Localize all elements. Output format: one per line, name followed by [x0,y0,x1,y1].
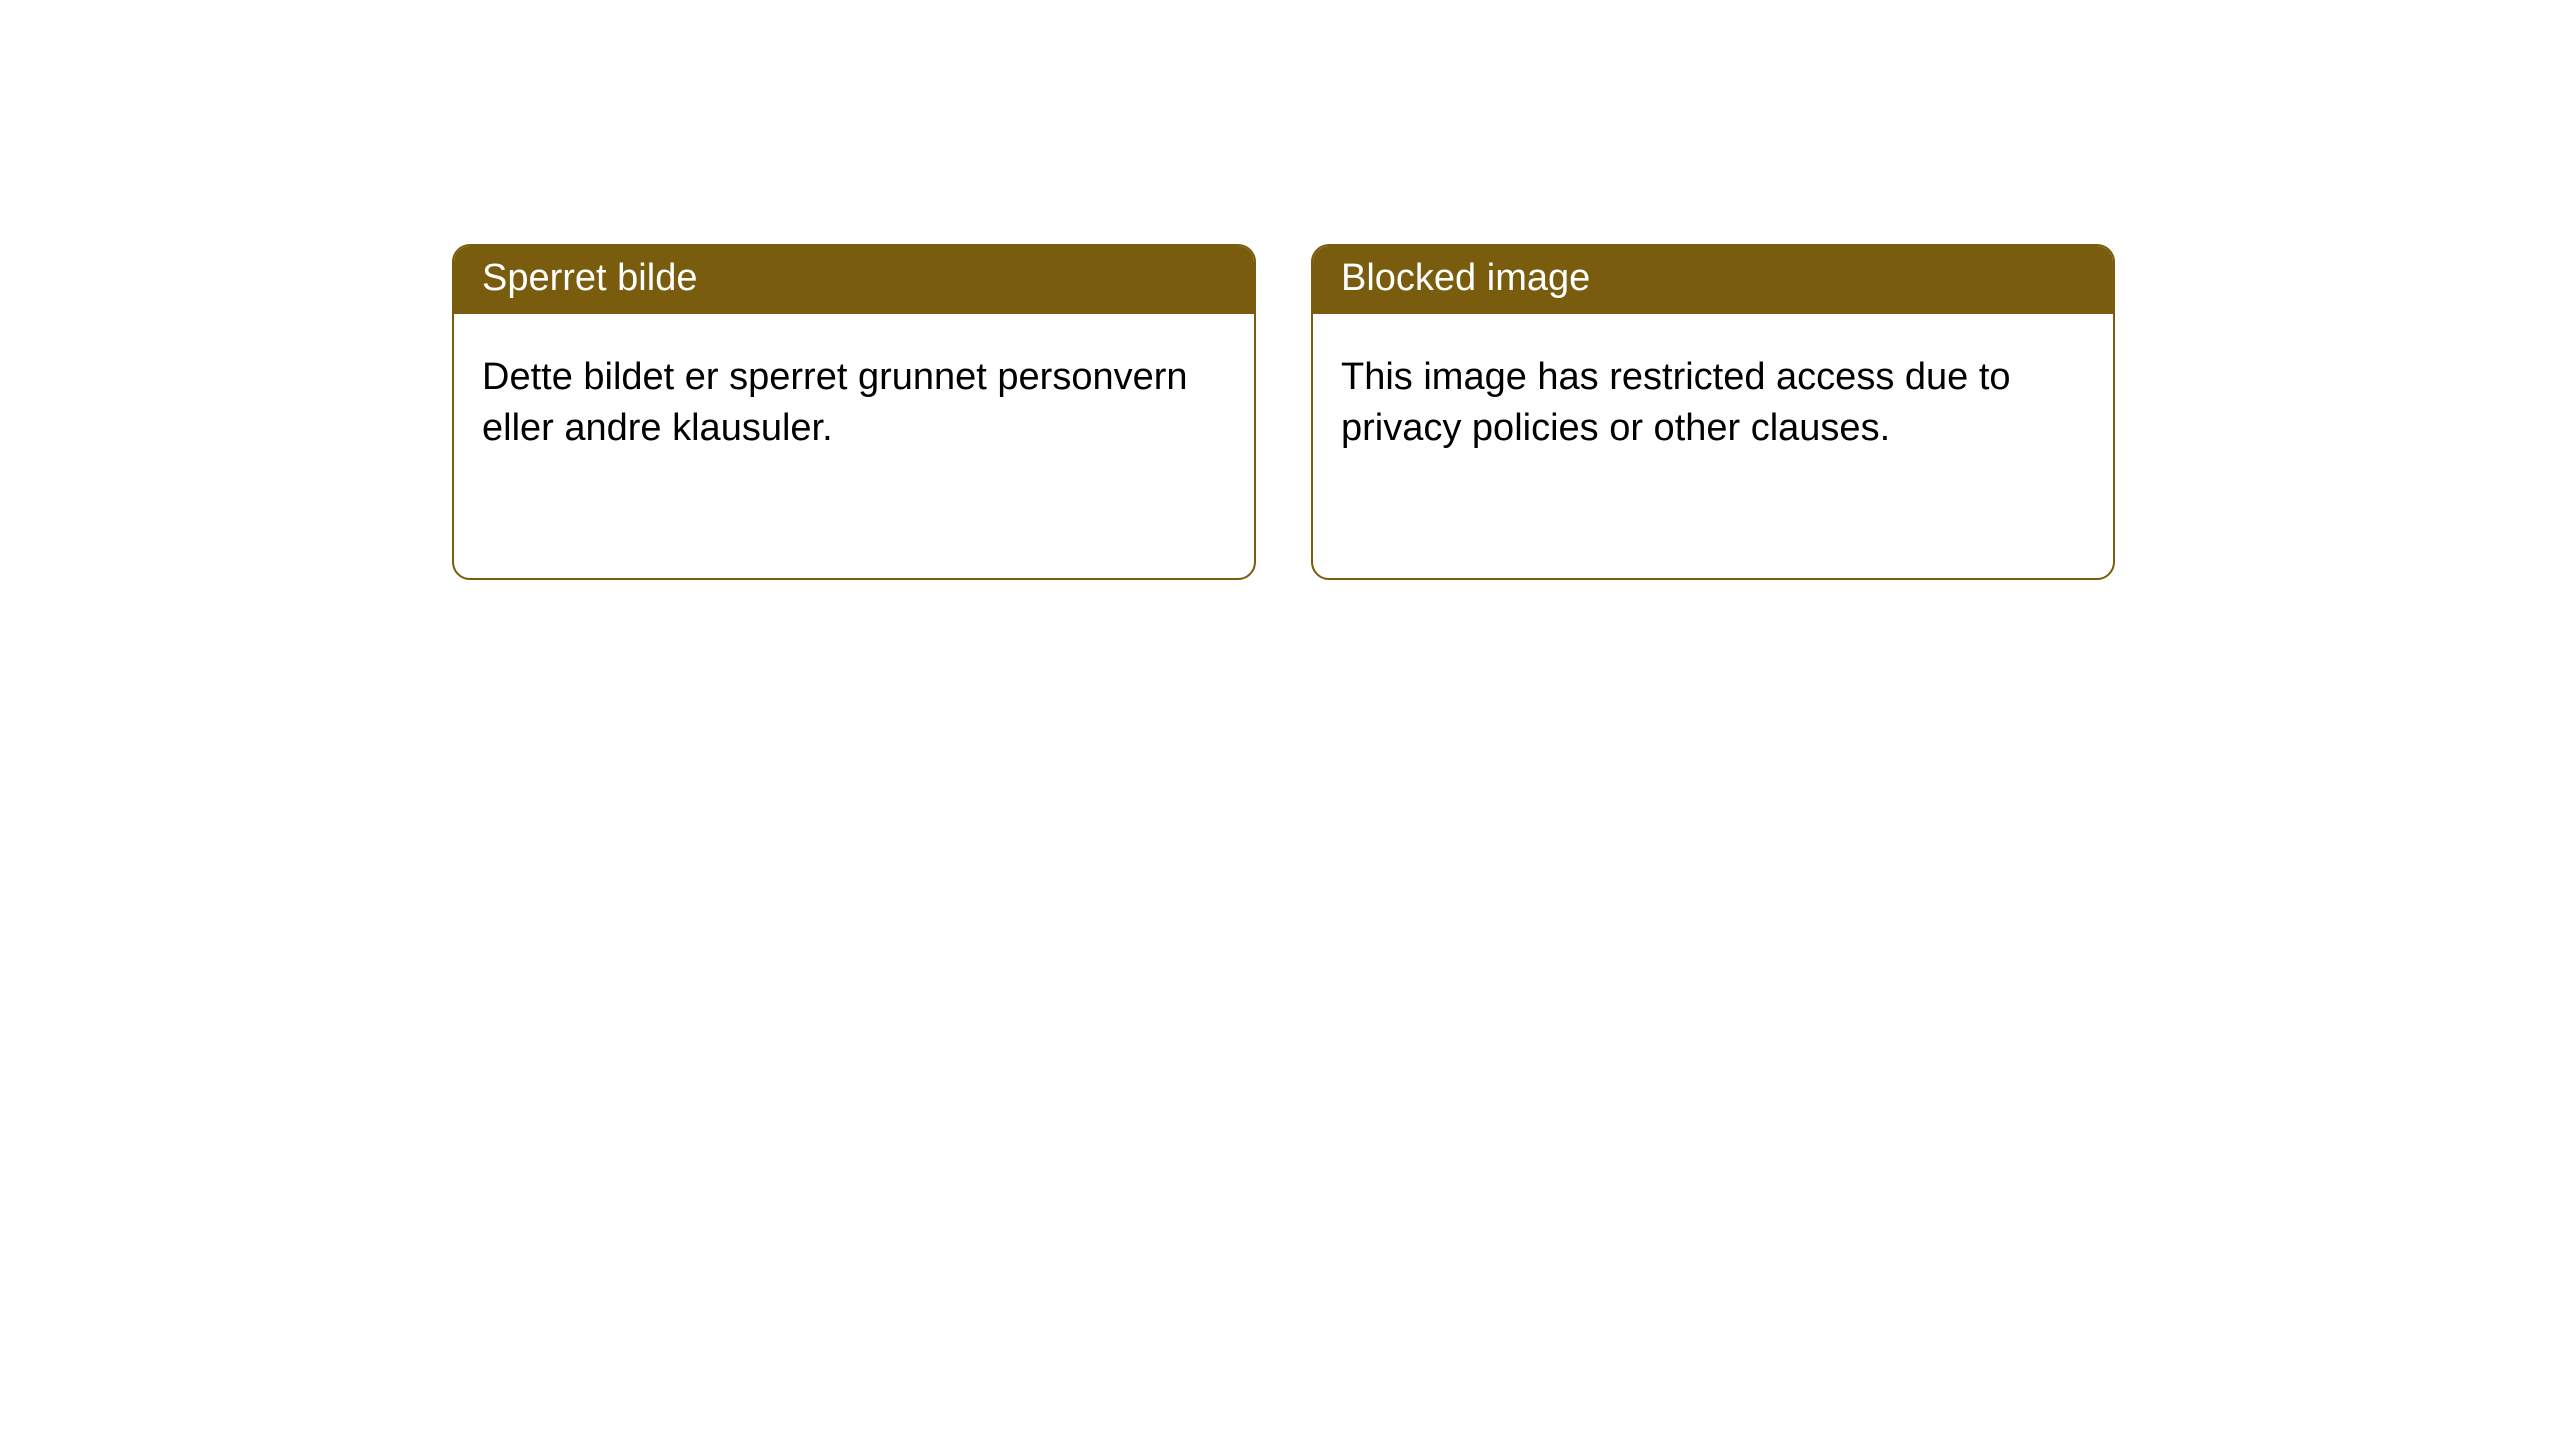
blocked-image-card-en: Blocked image This image has restricted … [1311,244,2115,580]
card-body-en: This image has restricted access due to … [1313,314,2113,483]
blocked-image-card-no: Sperret bilde Dette bildet er sperret gr… [452,244,1256,580]
notice-cards-container: Sperret bilde Dette bildet er sperret gr… [0,0,2560,580]
card-header-no: Sperret bilde [454,246,1254,314]
card-body-no: Dette bildet er sperret grunnet personve… [454,314,1254,483]
card-header-en: Blocked image [1313,246,2113,314]
